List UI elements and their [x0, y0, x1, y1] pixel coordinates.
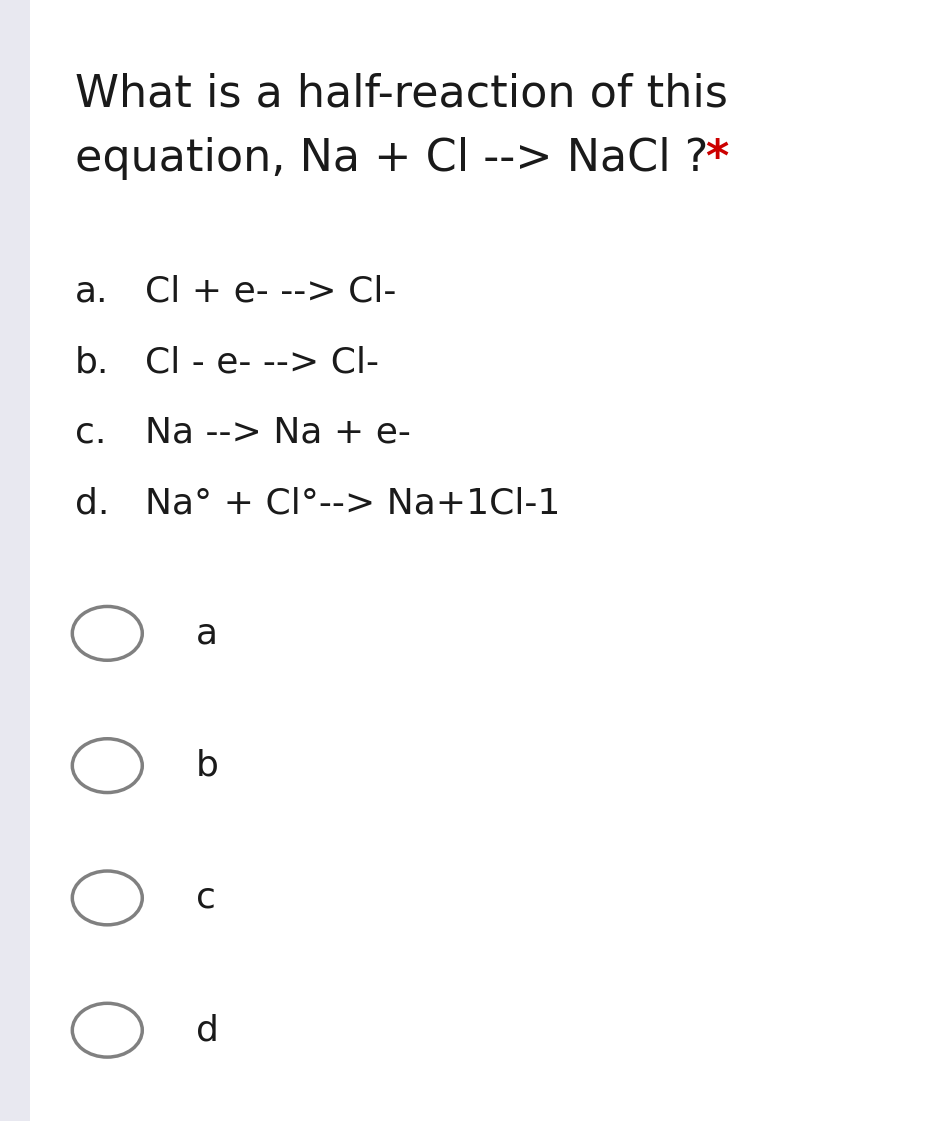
- Ellipse shape: [73, 1003, 142, 1057]
- Text: Na --> Na + e-: Na --> Na + e-: [145, 416, 411, 450]
- Text: a.: a.: [75, 275, 108, 308]
- Text: b.: b.: [75, 345, 109, 379]
- Text: Na° + Cl°--> Na+1Cl-1: Na° + Cl°--> Na+1Cl-1: [145, 487, 560, 520]
- Text: Cl + e- --> Cl-: Cl + e- --> Cl-: [145, 275, 396, 308]
- Text: equation, Na + Cl --> NaCl ?: equation, Na + Cl --> NaCl ?: [75, 137, 722, 179]
- Text: What is a half-reaction of this: What is a half-reaction of this: [75, 73, 728, 115]
- Text: d: d: [196, 1013, 219, 1047]
- Ellipse shape: [73, 871, 142, 925]
- Text: c: c: [196, 881, 216, 915]
- Text: c.: c.: [75, 416, 106, 450]
- Ellipse shape: [73, 739, 142, 793]
- Ellipse shape: [73, 606, 142, 660]
- Text: b: b: [196, 749, 219, 782]
- Text: d.: d.: [75, 487, 109, 520]
- Text: *: *: [705, 137, 729, 179]
- Text: Cl - e- --> Cl-: Cl - e- --> Cl-: [145, 345, 379, 379]
- Bar: [0, 0, 30, 1121]
- Text: a: a: [196, 617, 218, 650]
